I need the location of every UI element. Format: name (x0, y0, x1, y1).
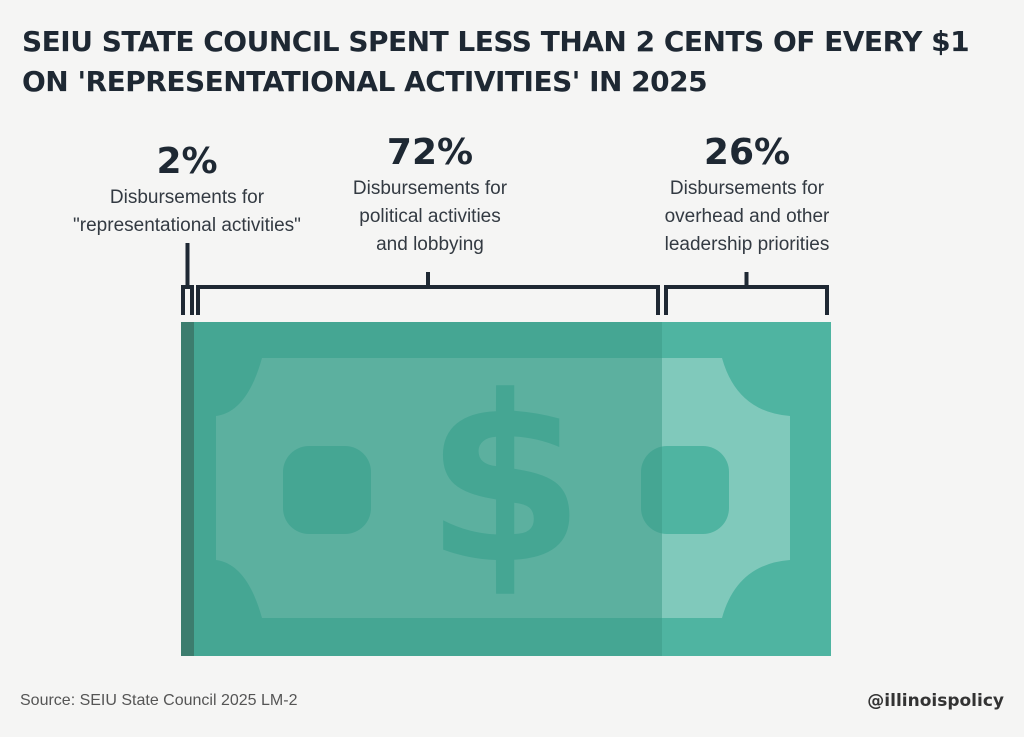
segment-desc-line: Disbursements for (109, 187, 265, 208)
title-line-1: SEIU STATE COUNCIL SPENT LESS THAN 2 CEN… (22, 25, 970, 58)
segment-bar-1 (181, 322, 194, 656)
segment-bracket-1 (181, 285, 194, 315)
segment-label-political: 72% Disbursements for political activiti… (310, 133, 550, 259)
segment-pct: 72% (386, 132, 474, 173)
brand-handle: @illinoispolicy (867, 691, 1004, 711)
segment-desc-line: and lobbying (376, 234, 484, 255)
segment-desc-line: overhead and other (664, 206, 830, 227)
segment-desc-line: Disbursements for (669, 178, 825, 199)
segment-label-representational: 2% Disbursements for "representational a… (52, 142, 322, 240)
source-note: Source: SEIU State Council 2025 LM-2 (20, 692, 298, 709)
title-line-2: ON 'REPRESENTATIONAL ACTIVITIES' IN 2025 (22, 65, 708, 98)
chart-title: SEIU STATE COUNCIL SPENT LESS THAN 2 CEN… (22, 22, 1012, 102)
segment-desc-line: Disbursements for (352, 178, 508, 199)
segment-bracket-2 (196, 285, 660, 315)
segment-bar-2 (194, 322, 662, 656)
segment-label-overhead: 26% Disbursements for overhead and other… (627, 133, 867, 259)
segment-pct: 2% (156, 141, 218, 182)
segment-desc-line: political activities (359, 206, 501, 227)
segment-bracket-3 (664, 285, 829, 315)
bill-right-circle (641, 446, 729, 534)
segment-pct: 26% (703, 132, 791, 173)
segment-desc-line: leadership priorities (664, 234, 830, 255)
segment-desc-line: "representational activities" (73, 215, 301, 236)
